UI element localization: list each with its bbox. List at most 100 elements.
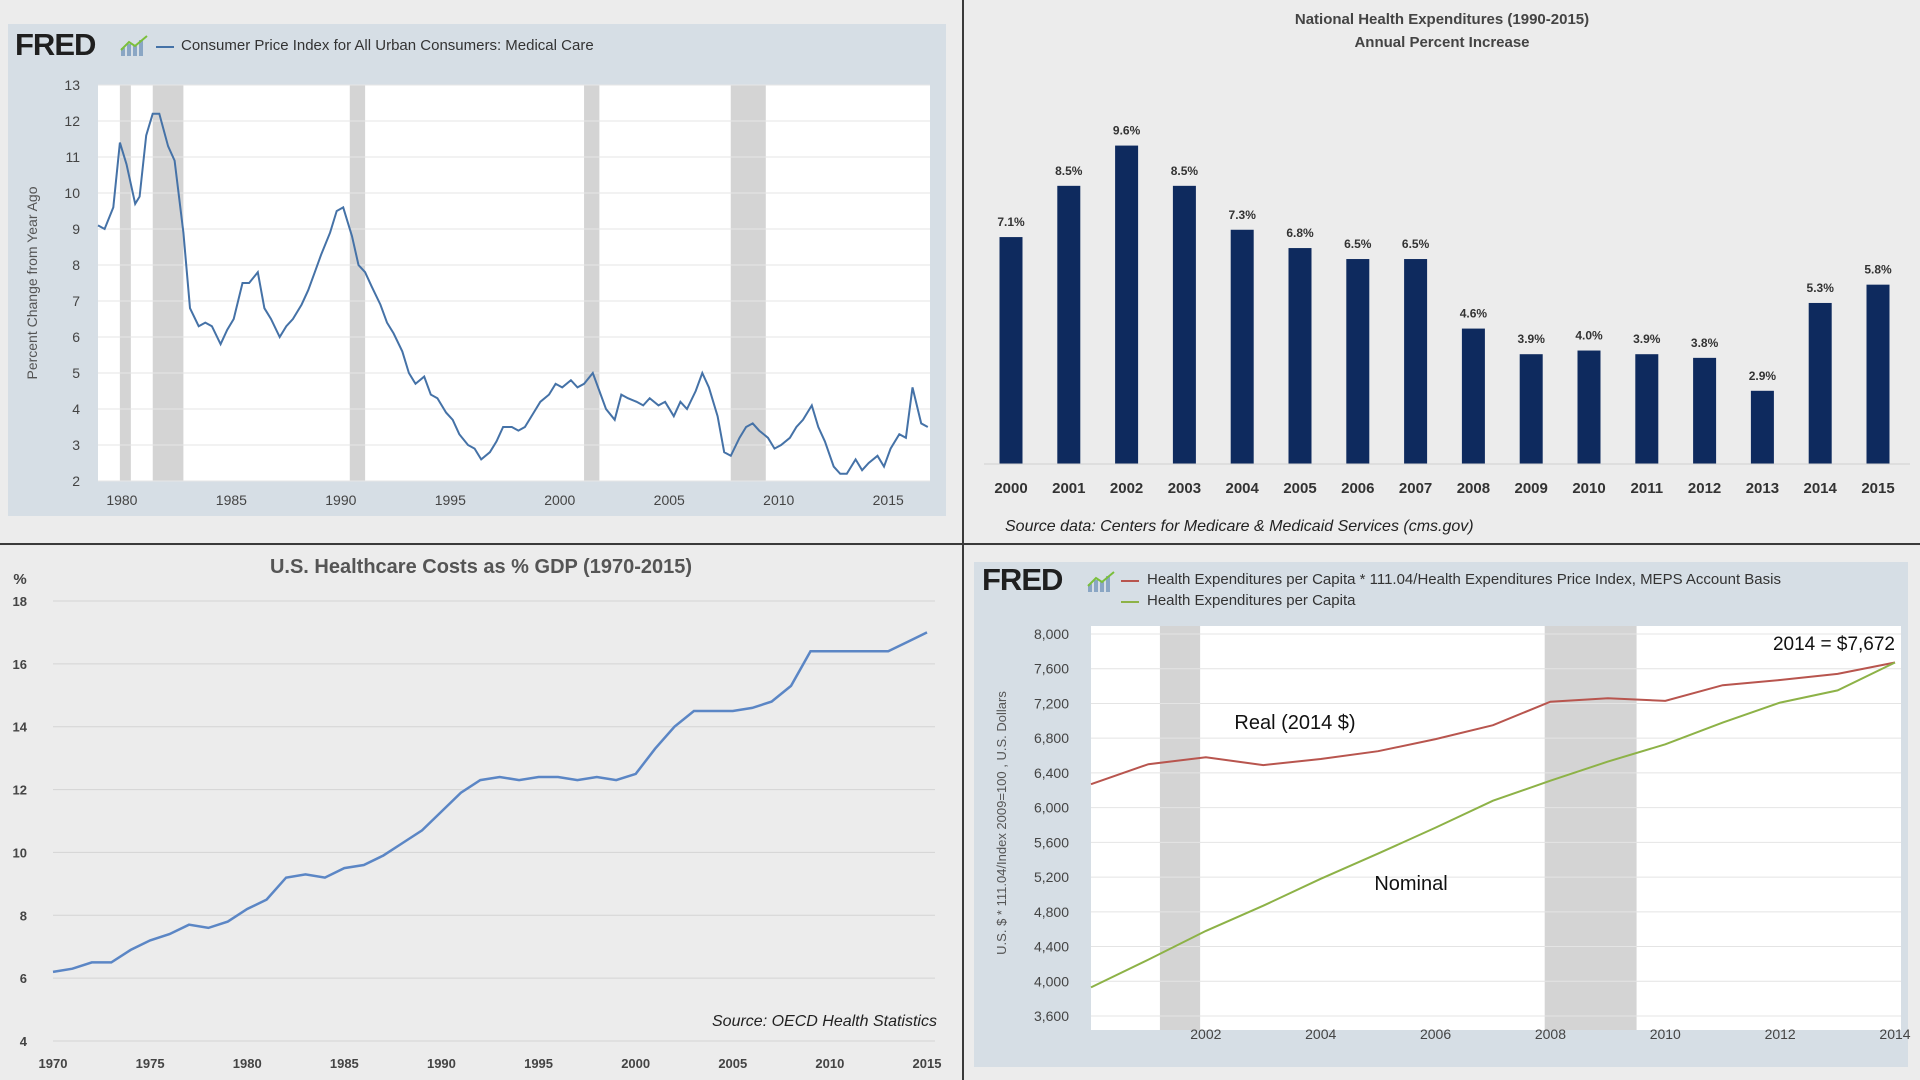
cpi-medical-care-panel: FRED Consumer Price Index for All Urban …	[0, 0, 962, 543]
y-tick-label: 6,000	[1034, 800, 1069, 816]
plot-area	[98, 85, 930, 481]
legend-label: Consumer Price Index for All Urban Consu…	[181, 37, 594, 54]
data-label: 9.6%	[1113, 124, 1141, 138]
y-tick-label: 12	[13, 783, 27, 798]
per-capita-panel: FRED Health Expenditures per Capita * 11…	[964, 546, 1920, 1080]
y-tick-label: 13	[64, 77, 80, 93]
real-annotation: Real (2014 $)	[1234, 712, 1355, 734]
bar	[1346, 259, 1370, 464]
bar	[1519, 354, 1543, 464]
y-tick-label: 4,800	[1034, 904, 1069, 920]
y-tick-label: 16	[13, 657, 27, 672]
bar	[1635, 354, 1659, 464]
bar	[1115, 145, 1139, 464]
x-tick-label: 1995	[524, 1056, 553, 1071]
recession-band	[119, 85, 131, 481]
fred-logo: FRED	[982, 562, 1063, 597]
x-tick-label: 1990	[427, 1056, 456, 1071]
legend-swatch	[156, 46, 174, 48]
x-tick-label: 2010	[763, 492, 794, 508]
y-tick-label: 6	[20, 971, 27, 986]
legend-label-nominal: Health Expenditures per Capita	[1147, 592, 1356, 609]
chart-title: National Health Expenditures (1990-2015)	[1294, 11, 1590, 28]
x-tick-label: 1980	[233, 1056, 262, 1071]
bar	[1693, 357, 1717, 464]
y-tick-label: 5	[72, 365, 80, 381]
bar	[999, 237, 1023, 464]
data-label: 5.8%	[1864, 263, 1892, 277]
chart-title: U.S. Healthcare Costs as % GDP (1970-201…	[269, 556, 693, 578]
gdp-share-chart: 4 6 8 10 12 14 16 18 1970 1975 1980 1985 1990 1995 200…	[13, 571, 942, 1071]
y-tick-label: 8	[20, 908, 27, 923]
y-tick-label: 4,400	[1034, 939, 1069, 955]
y-tick-label: 10	[13, 845, 27, 860]
recession-band	[349, 85, 366, 481]
y-tick-label: 6,800	[1034, 730, 1069, 746]
x-tick-label: 2005	[654, 492, 685, 508]
y-tick-label: 9	[72, 221, 80, 237]
y-tick-label: 8	[72, 257, 80, 273]
cpi-series-line	[97, 112, 929, 475]
data-label: 5.3%	[1807, 281, 1835, 295]
gdp-share-panel: U.S. Healthcare Costs as % GDP (1970-201…	[0, 546, 962, 1080]
recession-band	[730, 85, 766, 481]
y-tick-label: 11	[65, 149, 80, 165]
x-tick-label: 2005	[718, 1056, 747, 1071]
vertical-divider	[962, 0, 964, 1080]
bar	[1057, 185, 1081, 464]
y-tick-label: 7,600	[1034, 661, 1069, 677]
data-label: 3.9%	[1518, 332, 1546, 346]
x-tick-label: 2000	[621, 1056, 650, 1071]
x-tick-label: 2005	[1283, 480, 1316, 497]
x-tick-label: 1970	[39, 1056, 68, 1071]
data-label: 6.5%	[1402, 237, 1430, 251]
nhe-panel: National Health Expenditures (1990-2015)…	[964, 0, 1920, 543]
x-tick-label: 2006	[1341, 480, 1374, 497]
y-tick-label: 7,200	[1034, 695, 1069, 711]
y-tick-label: 4	[20, 1034, 28, 1049]
y-tick-label: 6	[72, 329, 80, 345]
bar	[1461, 328, 1485, 464]
y-tick-label: 3	[72, 437, 80, 453]
x-tick-label: 1995	[435, 492, 466, 508]
data-label: 8.5%	[1171, 164, 1199, 178]
x-tick-label: 2004	[1305, 1026, 1336, 1042]
data-label: 2.9%	[1749, 369, 1777, 383]
x-tick-label: 1980	[106, 492, 137, 508]
y-tick-label: 4,000	[1034, 973, 1069, 989]
y-tick-label: 8,000	[1034, 626, 1069, 642]
y-tick-label: 12	[64, 113, 80, 129]
x-tick-label: 1985	[330, 1056, 359, 1071]
bar	[1172, 185, 1196, 464]
y-tick-label: 6,400	[1034, 765, 1069, 781]
fred-chart-icon	[1087, 571, 1115, 592]
recession-band	[152, 85, 184, 481]
x-tick-label: 2008	[1535, 1026, 1566, 1042]
x-tick-label: 2000	[544, 492, 575, 508]
x-tick-label: 2001	[1052, 480, 1085, 497]
end-value-annotation: 2014 = $7,672	[1773, 634, 1895, 655]
legend-label-real: Health Expenditures per Capita * 111.04/…	[1147, 571, 1781, 588]
bar	[1288, 248, 1312, 464]
fred-chart-icon	[120, 35, 148, 56]
x-tick-label: 2013	[1746, 480, 1779, 497]
x-tick-label: 2010	[815, 1056, 844, 1071]
x-tick-label: 2009	[1515, 480, 1548, 497]
cpi-chart: 2 3 4 5 6 7 8 9 10 11 12 13 1980 1985 1990 1995 2000 2005…	[24, 77, 930, 508]
data-label: 4.0%	[1575, 329, 1603, 343]
recession-band	[1544, 626, 1637, 1030]
x-tick-label: 2015	[1861, 480, 1894, 497]
bar	[1866, 284, 1890, 464]
x-tick-label: 2000	[994, 480, 1027, 497]
data-label: 8.5%	[1055, 164, 1083, 178]
x-tick-label: 2002	[1110, 480, 1143, 497]
data-label: 7.1%	[997, 215, 1025, 229]
y-tick-label: 7	[72, 293, 80, 309]
data-label: 6.5%	[1344, 237, 1372, 251]
x-tick-label: 2015	[913, 1056, 942, 1071]
legend-swatch-nominal	[1121, 601, 1139, 603]
bar	[1750, 390, 1774, 464]
bar	[1808, 302, 1832, 464]
nominal-series-line	[1090, 661, 1896, 989]
x-tick-label: 2010	[1650, 1026, 1681, 1042]
